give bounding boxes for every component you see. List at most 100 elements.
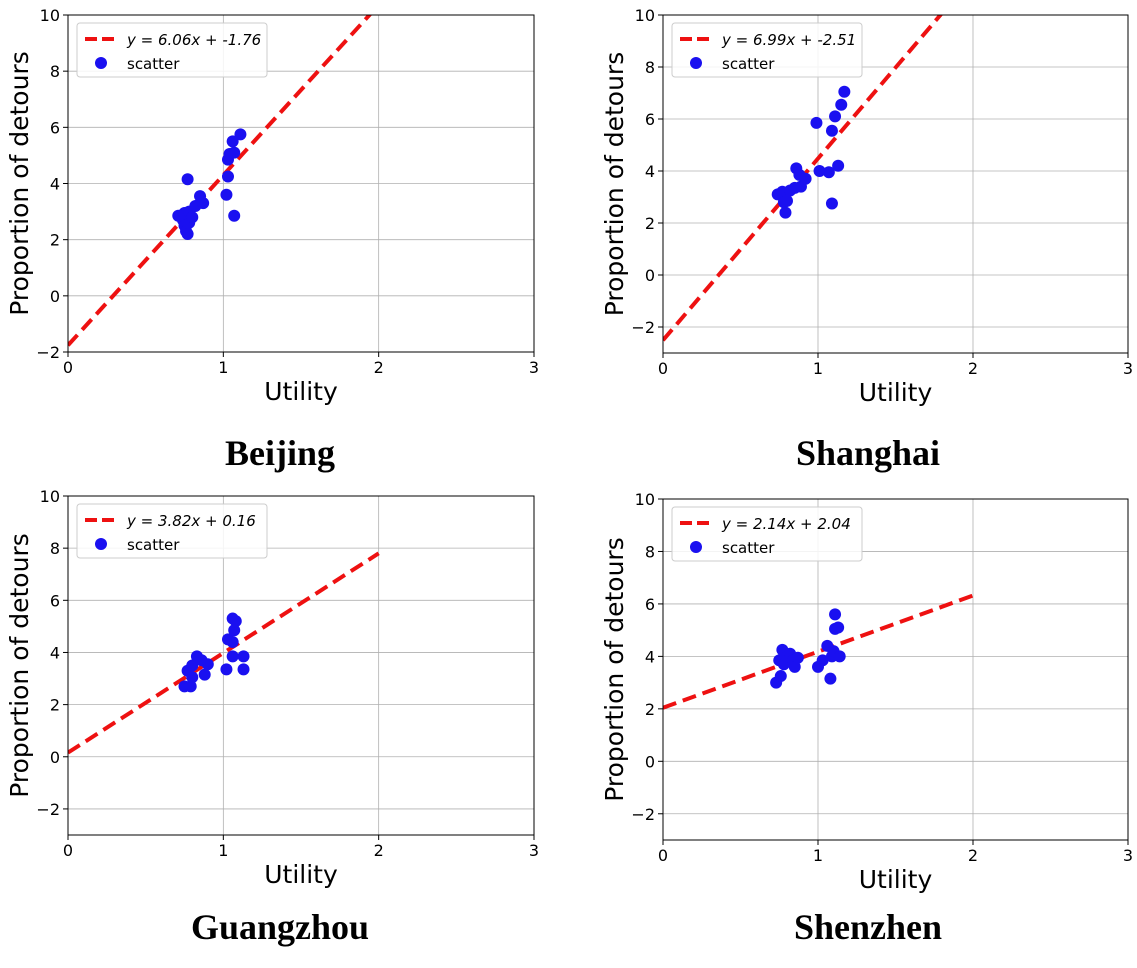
- scatter-point: [226, 135, 239, 148]
- y-tick-label: 10: [40, 6, 60, 25]
- plot-frame: [67, 495, 535, 836]
- legend-box: [76, 503, 268, 559]
- scatter-point: [835, 98, 848, 111]
- legend-scatter-label: scatter: [127, 536, 180, 554]
- scatter-point: [825, 197, 838, 210]
- scatter-point: [824, 672, 837, 685]
- y-tick-label: 2: [50, 231, 60, 250]
- scatter-point: [829, 608, 842, 621]
- y-tick-label: 8: [50, 539, 60, 558]
- x-tick-label: 0: [658, 359, 668, 378]
- legend: y = 3.82x + 0.16 scatter: [76, 503, 268, 559]
- legend-scatter-label: scatter: [722, 55, 775, 73]
- y-tick-label: 6: [50, 118, 60, 137]
- scatter-point: [228, 146, 241, 159]
- y-tick-label: 2: [645, 700, 655, 719]
- y-axis-label: Proportion of detours: [5, 533, 34, 797]
- legend-box: [671, 22, 863, 78]
- scatter-point: [226, 636, 239, 649]
- scatter-point: [186, 211, 199, 224]
- scatter-point: [201, 658, 214, 671]
- scatter-point: [774, 670, 787, 683]
- legend: y = 6.99x + -2.51 scatter: [671, 22, 863, 78]
- scatter-point: [833, 650, 846, 663]
- y-tick-label: 0: [50, 748, 60, 767]
- scatter-point: [237, 663, 250, 676]
- y-tick-label: 4: [50, 643, 60, 662]
- scatter-point: [228, 624, 241, 637]
- city-title: Beijing: [224, 433, 335, 473]
- scatter-point: [829, 110, 842, 123]
- legend-fit-label: y = 3.82x + 0.16: [126, 512, 256, 530]
- fit-line: [68, 551, 380, 755]
- scatter-point: [186, 671, 199, 684]
- scatter-point: [228, 209, 241, 222]
- x-tick-label: 3: [1123, 359, 1133, 378]
- y-tick-label: 8: [645, 58, 655, 77]
- scatter-point: [220, 188, 233, 201]
- y-axis-label: Proportion of detours: [600, 537, 629, 801]
- plot-frame: [662, 14, 1129, 354]
- y-tick-label: 8: [645, 542, 655, 561]
- scatter-point: [822, 166, 835, 179]
- x-tick-label: 2: [968, 846, 978, 865]
- y-axis-label: Proportion of detours: [600, 52, 629, 316]
- y-tick-label: −2: [631, 318, 655, 337]
- scatter-point: [838, 85, 851, 98]
- scatter-point: [810, 116, 823, 129]
- y-tick-label: 4: [645, 647, 655, 666]
- scatter-point: [186, 659, 199, 672]
- fit-line: [663, 593, 974, 710]
- scatter-point: [226, 650, 239, 663]
- y-tick-label: 6: [50, 591, 60, 610]
- scatter-point: [832, 159, 845, 172]
- legend-scatter-label: scatter: [127, 55, 180, 73]
- x-tick-label: 1: [218, 358, 228, 377]
- city-title: Guangzhou: [190, 907, 370, 947]
- x-tick-label: 3: [1123, 846, 1133, 865]
- x-axis-label: Utility: [859, 865, 933, 894]
- scatter-point: [825, 124, 838, 137]
- scatter-point: [788, 660, 801, 673]
- x-tick-label: 1: [813, 359, 823, 378]
- fit-line: [68, 15, 373, 347]
- city-title: Shanghai: [795, 433, 941, 473]
- scatter-point: [229, 615, 242, 628]
- scatter-point: [184, 680, 197, 693]
- legend: y = 6.06x + -1.76 scatter: [76, 22, 268, 78]
- y-tick-label: 2: [645, 214, 655, 233]
- legend-scatter-swatch: [95, 538, 107, 550]
- legend: y = 2.14x + 2.04 scatter: [671, 506, 863, 562]
- x-tick-label: 2: [968, 359, 978, 378]
- scatter-point: [816, 654, 829, 667]
- scatter-point: [237, 650, 250, 663]
- scatter-point: [832, 621, 845, 634]
- x-axis-label: Utility: [264, 377, 338, 406]
- city-title: Shenzhen: [793, 907, 943, 947]
- scatter-point: [181, 228, 194, 241]
- x-tick-label: 2: [374, 841, 384, 860]
- y-tick-label: 8: [50, 62, 60, 81]
- chart-panel-2: 0 1 2 3 −2 0 2 4 6 8 10 Utility Proportion of detour…: [600, 6, 1133, 407]
- scatter-point: [220, 663, 233, 676]
- y-tick-label: 0: [645, 752, 655, 771]
- x-tick-label: 3: [529, 841, 539, 860]
- y-tick-label: 2: [50, 696, 60, 715]
- x-tick-label: 1: [813, 846, 823, 865]
- x-tick-label: 2: [374, 358, 384, 377]
- y-tick-label: 0: [50, 287, 60, 306]
- legend-box: [671, 506, 863, 562]
- legend-scatter-swatch: [690, 541, 702, 553]
- y-tick-label: 10: [635, 490, 655, 509]
- x-tick-label: 3: [529, 358, 539, 377]
- x-axis-label: Utility: [859, 378, 933, 407]
- y-tick-label: −2: [36, 800, 60, 819]
- legend-fit-label: y = 2.14x + 2.04: [721, 515, 851, 533]
- y-tick-label: −2: [631, 805, 655, 824]
- legend-scatter-label: scatter: [722, 539, 775, 557]
- scatter-point: [181, 173, 194, 186]
- legend-scatter-swatch: [690, 57, 702, 69]
- plot-frame: [662, 498, 1129, 841]
- scatter-point: [791, 651, 804, 664]
